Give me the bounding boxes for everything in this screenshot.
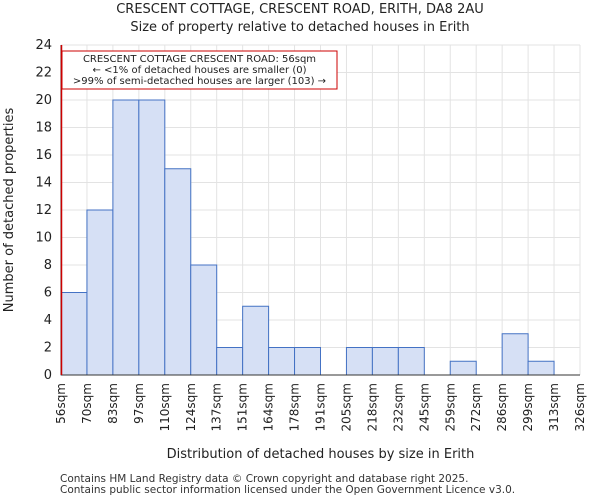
y-tick-label: 18 bbox=[35, 121, 52, 136]
x-tick-label: 178sqm bbox=[288, 383, 302, 431]
histogram-bar bbox=[60, 292, 88, 376]
chart-subtitle: Size of property relative to detached ho… bbox=[130, 20, 470, 35]
histogram-bar bbox=[449, 360, 477, 376]
histogram-bar bbox=[294, 347, 321, 376]
annotation-text: ← <1% of detached houses are smaller (0) bbox=[93, 65, 307, 76]
x-tick-label: 299sqm bbox=[521, 383, 535, 431]
histogram-bar bbox=[86, 209, 114, 376]
y-tick-label: 10 bbox=[35, 231, 52, 246]
histogram-bar bbox=[527, 360, 555, 376]
y-tick-label: 24 bbox=[35, 38, 52, 53]
y-tick-label: 14 bbox=[35, 176, 52, 191]
x-axis-label: Distribution of detached houses by size … bbox=[167, 447, 475, 462]
footer-line-2: Contains public sector information licen… bbox=[60, 484, 516, 496]
histogram-bar bbox=[112, 99, 140, 376]
histogram-bar bbox=[345, 347, 373, 376]
y-axis-label: Number of detached properties bbox=[2, 108, 17, 313]
x-tick-label: 245sqm bbox=[417, 383, 431, 431]
x-tick-label: 70sqm bbox=[80, 383, 94, 424]
annotation-text: CRESCENT COTTAGE CRESCENT ROAD: 56sqm bbox=[83, 54, 316, 65]
x-tick-label: 56sqm bbox=[54, 383, 68, 424]
y-tick-label: 22 bbox=[35, 66, 52, 81]
histogram-bar bbox=[371, 347, 399, 376]
histogram-bar bbox=[268, 347, 296, 376]
x-tick-label: 97sqm bbox=[132, 383, 146, 424]
histogram-bar bbox=[216, 347, 244, 376]
histogram-bar bbox=[164, 168, 192, 376]
y-tick-label: 20 bbox=[35, 93, 52, 108]
y-tick-label: 0 bbox=[44, 368, 52, 383]
x-tick-label: 326sqm bbox=[573, 383, 587, 431]
x-tick-label: 124sqm bbox=[184, 383, 198, 431]
x-tick-label: 286sqm bbox=[495, 383, 509, 431]
x-tick-label: 137sqm bbox=[210, 383, 224, 431]
x-tick-label: 164sqm bbox=[262, 383, 276, 431]
histogram-bar bbox=[397, 347, 425, 376]
x-tick-label: 259sqm bbox=[443, 383, 457, 431]
x-tick-label: 191sqm bbox=[314, 383, 328, 431]
footer-line-1: Contains HM Land Registry data © Crown c… bbox=[60, 473, 469, 485]
x-tick-label: 205sqm bbox=[339, 383, 353, 431]
annotation-box bbox=[61, 50, 338, 90]
x-tick-label: 313sqm bbox=[547, 383, 561, 431]
y-tick-label: 12 bbox=[35, 203, 52, 218]
y-tick-label: 16 bbox=[35, 148, 52, 163]
histogram-bar bbox=[501, 333, 529, 376]
chart-title: CRESCENT COTTAGE, CRESCENT ROAD, ERITH, … bbox=[116, 2, 484, 17]
x-tick-label: 110sqm bbox=[158, 383, 172, 431]
x-tick-label: 272sqm bbox=[469, 383, 483, 431]
histogram-bar bbox=[190, 264, 218, 376]
histogram-bar bbox=[138, 99, 166, 376]
annotation-text: >99% of semi-detached houses are larger … bbox=[73, 76, 326, 87]
y-tick-label: 6 bbox=[44, 286, 52, 301]
x-tick-label: 218sqm bbox=[365, 383, 379, 431]
histogram-bar bbox=[242, 305, 270, 376]
y-tick-label: 4 bbox=[44, 313, 52, 328]
y-tick-label: 2 bbox=[44, 341, 52, 356]
x-tick-label: 83sqm bbox=[106, 383, 120, 424]
x-tick-label: 151sqm bbox=[236, 383, 250, 431]
y-tick-label: 8 bbox=[44, 258, 52, 273]
x-tick-label: 232sqm bbox=[391, 383, 405, 431]
